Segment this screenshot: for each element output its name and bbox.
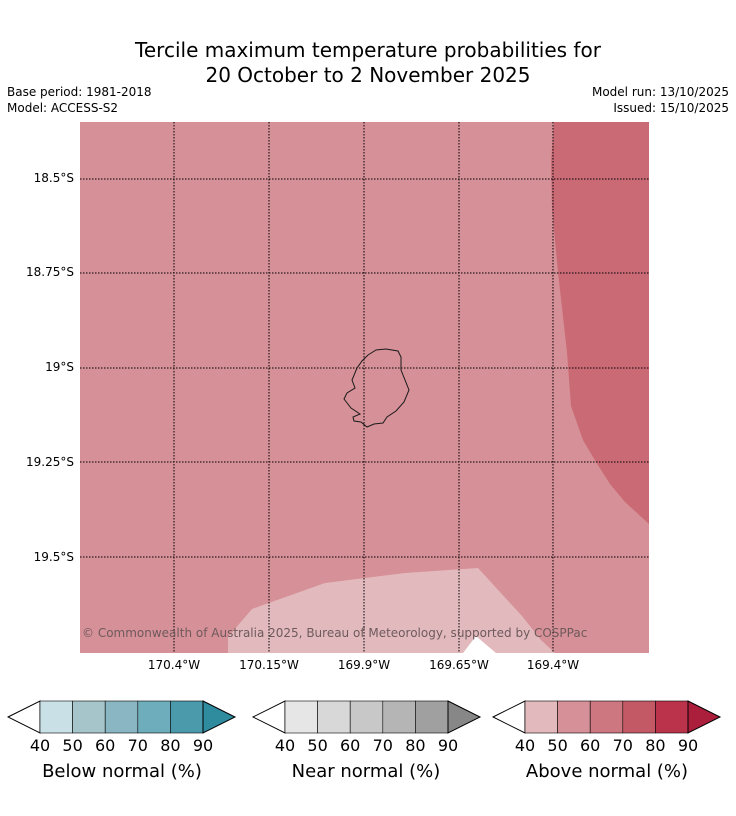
tick: 50 [307, 736, 328, 755]
tick: 50 [547, 736, 568, 755]
colorbar-near-cell [284, 700, 318, 734]
tick: 70 [127, 736, 148, 755]
lon-label-170-4: 170.4°W [147, 658, 201, 672]
tick: 90 [677, 736, 699, 755]
model-run: Model run: 13/10/2025 [591, 85, 729, 99]
title-line-2: 20 October to 2 November 2025 [205, 63, 531, 87]
tick: 90 [192, 736, 214, 755]
colorbar-below-min-arrow [6, 700, 41, 734]
lat-label-18-5: 18.5°S [33, 171, 74, 185]
tick: 70 [372, 736, 393, 755]
graticule [80, 122, 649, 653]
probability-map[interactable] [80, 122, 649, 653]
colorbar-near-max-arrow [447, 700, 482, 734]
colorbar-below-cell [104, 700, 139, 734]
map-canvas [80, 122, 649, 653]
colorbar-near-label: Near normal (%) [291, 761, 441, 782]
tick: 80 [645, 736, 666, 755]
colorbar-below-cell [39, 700, 73, 734]
tick: 60 [340, 736, 361, 755]
colorbar-above-min-arrow [491, 700, 526, 734]
colorbar-above-cell [589, 700, 624, 734]
title-line-1: Tercile maximum temperature probabilitie… [135, 38, 601, 62]
lat-label-19-5: 19.5°S [33, 550, 74, 564]
colorbar-below-max-arrow [202, 700, 237, 734]
colorbar-below-cell [137, 700, 171, 734]
meta-left: Base period: 1981-2018 Model: ACCESS-S2 [7, 84, 152, 116]
region-above-60-70 [551, 122, 649, 524]
colorbar-below-cell [72, 700, 106, 734]
colorbar-above-cell [655, 700, 689, 734]
lat-label-19: 19°S [45, 360, 74, 374]
colorbar-near-cell [382, 700, 416, 734]
tick: 80 [160, 736, 181, 755]
lat-label-18-75: 18.75°S [26, 265, 74, 279]
tick: 60 [95, 736, 116, 755]
colorbar-near [251, 700, 482, 740]
colorbar-above-cell [557, 700, 591, 734]
colorbar-above-max-arrow [687, 700, 722, 734]
tick: 80 [405, 736, 426, 755]
lon-label-169-65: 169.65°W [429, 658, 489, 672]
lon-label-169-9: 169.9°W [337, 658, 391, 672]
base-period: Base period: 1981-2018 [7, 85, 152, 99]
tick: 50 [62, 736, 83, 755]
colorbar-above [491, 700, 722, 740]
tick: 40 [274, 736, 296, 755]
niue-island-outline [343, 348, 410, 428]
tick: 90 [437, 736, 459, 755]
colorbar-above-cell [622, 700, 656, 734]
tick: 70 [612, 736, 633, 755]
tick: 60 [580, 736, 601, 755]
colorbar-above-label: Above normal (%) [525, 761, 689, 782]
issued-date: Issued: 15/10/2025 [613, 101, 729, 115]
colorbar-below-label: Below normal (%) [42, 761, 202, 782]
colorbar-near-cell [415, 700, 449, 734]
colorbar-below [6, 700, 237, 740]
colorbar-below-cell [170, 700, 204, 734]
copyright-notice: © Commonwealth of Australia 2025, Bureau… [82, 626, 588, 640]
lon-label-170-15: 170.15°W [239, 658, 299, 672]
colorbar-above-cell [524, 700, 558, 734]
region-above-40-50 [228, 568, 555, 653]
lat-label-19-25: 19.25°S [26, 455, 74, 469]
colorbar-near-min-arrow [251, 700, 286, 734]
chart-title: Tercile maximum temperature probabilitie… [0, 38, 736, 88]
lon-label-169-4: 169.4°W [526, 658, 580, 672]
meta-right: Model run: 13/10/2025 Issued: 15/10/2025 [592, 84, 729, 116]
white-notch [463, 636, 496, 653]
colorbar-near-cell [317, 700, 351, 734]
colorbar-near-cell [349, 700, 384, 734]
tick: 40 [29, 736, 51, 755]
model-name: Model: ACCESS-S2 [7, 101, 119, 115]
tick: 40 [514, 736, 536, 755]
